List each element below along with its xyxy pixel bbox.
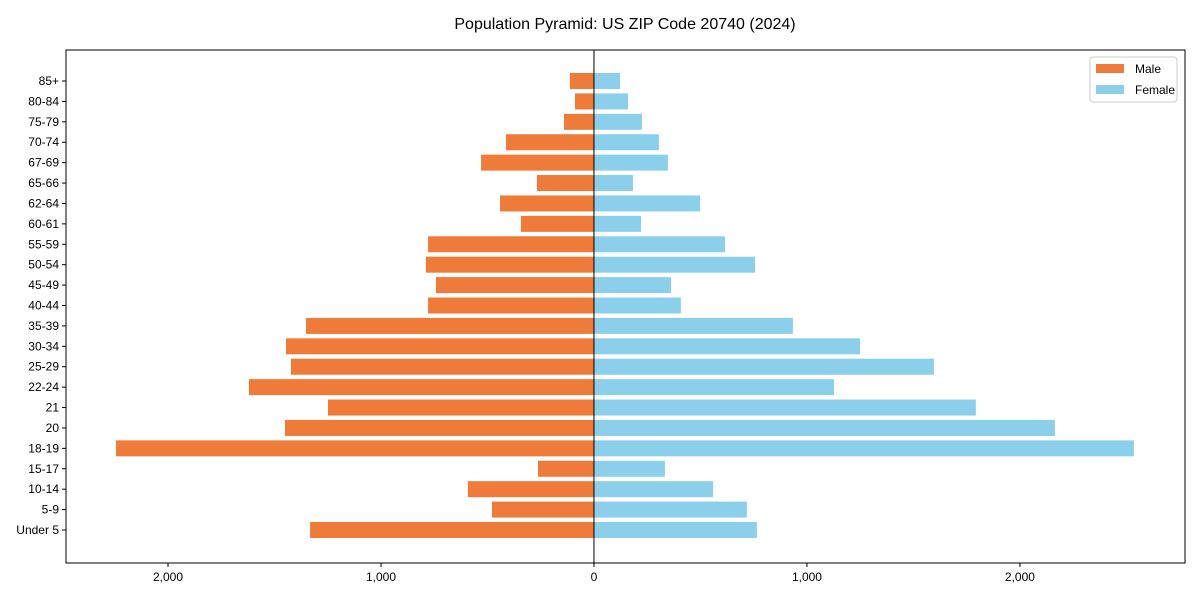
y-tick-label: 60-61 — [28, 217, 59, 231]
bar-female — [593, 522, 757, 538]
bar-female — [593, 379, 835, 396]
y-tick-label: 65-66 — [28, 176, 59, 190]
bar-female — [593, 277, 672, 294]
bar-female — [593, 297, 681, 314]
bar-female — [593, 73, 620, 89]
y-tick-label: 35-39 — [28, 319, 59, 333]
bar-male — [284, 419, 594, 436]
plot-frame — [65, 49, 1186, 564]
y-tick-label: 22-24 — [28, 380, 59, 394]
x-tick-label: 1,000 — [366, 570, 396, 584]
y-tick-label: 75-79 — [28, 115, 59, 129]
bar-male — [306, 317, 594, 334]
bar-female — [593, 419, 1055, 436]
y-tick-label: 62-64 — [28, 196, 59, 210]
bar-male — [428, 236, 594, 253]
bar-male — [491, 501, 594, 518]
y-tick-label: 25-29 — [28, 360, 59, 374]
bar-male — [310, 522, 594, 538]
bar-male — [536, 175, 594, 192]
bar-female — [593, 195, 701, 212]
bar-male — [500, 195, 594, 212]
bar-male — [467, 481, 594, 498]
bar-male — [575, 93, 594, 110]
bar-male — [425, 256, 594, 273]
bar-female — [593, 501, 747, 518]
y-tick-label: 67-69 — [28, 156, 59, 170]
bar-male — [537, 460, 594, 477]
y-tick-label: 55-59 — [28, 237, 59, 251]
y-tick-label: 20 — [46, 421, 60, 435]
x-tick-label: 1,000 — [792, 570, 822, 584]
bar-male — [290, 358, 594, 375]
y-tick-label: 30-34 — [28, 339, 59, 353]
y-tick-label: 21 — [46, 401, 60, 415]
chart-title: Population Pyramid: US ZIP Code 20740 (2… — [454, 16, 795, 33]
bar-female — [593, 256, 755, 273]
bar-female — [593, 317, 793, 334]
y-tick-label: 50-54 — [28, 258, 59, 272]
bar-female — [593, 440, 1134, 457]
legend-swatch-female — [1096, 85, 1124, 94]
bar-female — [593, 236, 725, 253]
bar-male — [506, 134, 594, 151]
bar-female — [593, 175, 633, 192]
bar-female — [593, 399, 976, 416]
y-tick-label: 40-44 — [28, 299, 59, 313]
bar-male — [435, 277, 594, 294]
bar-male — [116, 440, 594, 457]
bar-female — [593, 215, 642, 232]
x-tick-label: 2,000 — [153, 570, 183, 584]
bar-male — [327, 399, 594, 416]
bar-male — [520, 215, 594, 232]
y-tick-label: 45-49 — [28, 278, 59, 292]
legend-label-male: Male — [1135, 62, 1161, 76]
bar-male — [563, 113, 594, 130]
bar-male — [248, 379, 594, 396]
bar-female — [593, 338, 860, 355]
bar-male — [286, 338, 594, 355]
y-tick-label: 85+ — [39, 74, 59, 88]
bar-female — [593, 113, 642, 130]
y-tick-label: 5-9 — [42, 503, 60, 517]
bar-male — [481, 154, 594, 171]
x-tick-label: 0 — [591, 570, 598, 584]
legend-swatch-male — [1096, 64, 1124, 73]
y-tick-label: 18-19 — [28, 441, 59, 455]
bar-female — [593, 93, 629, 110]
x-tick-label: 2,000 — [1005, 570, 1035, 584]
y-tick-label: Under 5 — [16, 523, 59, 537]
y-tick-label: 80-84 — [28, 94, 59, 108]
bar-male — [428, 297, 594, 314]
y-tick-label: 70-74 — [28, 135, 59, 149]
y-tick-label: 10-14 — [28, 482, 59, 496]
bar-female — [593, 134, 659, 151]
bar-female — [593, 154, 668, 171]
legend: Male Female — [1089, 56, 1178, 103]
bar-male — [569, 73, 594, 89]
bar-female — [593, 460, 665, 477]
y-tick-label: 15-17 — [28, 462, 59, 476]
bar-female — [593, 481, 714, 498]
legend-label-female: Female — [1135, 83, 1175, 97]
bar-female — [593, 358, 934, 375]
